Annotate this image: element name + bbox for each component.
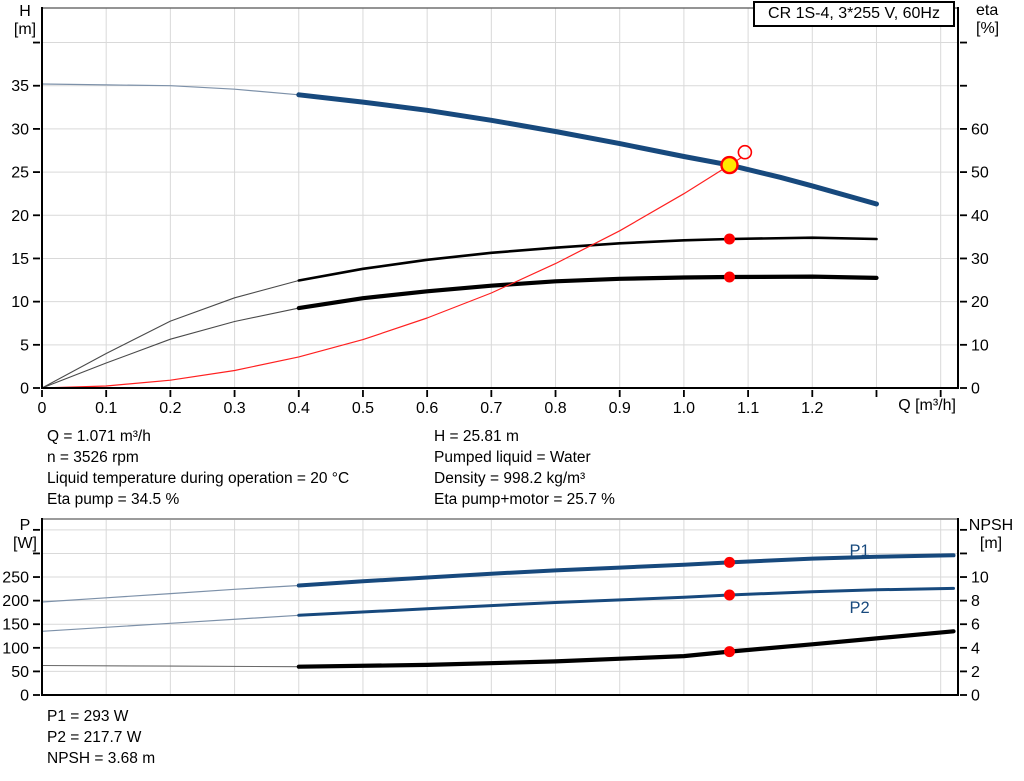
duty-point [720, 155, 739, 175]
svg-text:150: 150 [2, 617, 29, 634]
svg-text:30: 30 [11, 121, 29, 138]
npsh-axis-symbol: NPSH [968, 517, 1014, 534]
svg-text:35: 35 [11, 78, 29, 95]
info-line-pumped-liquid: Pumped liquid = Water [434, 449, 591, 466]
p2-point [723, 589, 735, 601]
info-line-eta-pump: Eta pump = 34.5 % [47, 491, 180, 508]
svg-text:60: 60 [971, 121, 989, 138]
svg-text:0.1: 0.1 [95, 400, 117, 417]
info-line-p2: P2 = 217.7 W [47, 729, 142, 746]
p-axis-unit: [W] [13, 535, 37, 552]
info-line-q: Q = 1.071 m³/h [47, 428, 151, 445]
svg-text:0.7: 0.7 [480, 400, 502, 417]
npsh-axis-unit: [m] [979, 535, 1003, 552]
svg-text:0.3: 0.3 [223, 400, 245, 417]
h-axis-symbol: H [19, 3, 31, 20]
svg-text:P2: P2 [850, 599, 870, 617]
svg-text:1.1: 1.1 [737, 400, 759, 417]
svg-text:0.6: 0.6 [416, 400, 438, 417]
svg-text:6: 6 [971, 617, 980, 634]
eta-axis-symbol: eta [976, 2, 999, 19]
svg-text:100: 100 [2, 640, 29, 657]
info-line-p1: P1 = 293 W [47, 708, 129, 725]
info-line-density: Density = 998.2 kg/m³ [434, 470, 586, 487]
p1-point [723, 556, 735, 568]
svg-text:0.4: 0.4 [288, 400, 310, 417]
pump-title-text: CR 1S-4, 3*255 V, 60Hz [768, 5, 940, 22]
info-line-speed: n = 3526 rpm [47, 449, 139, 466]
system-curve-end-point [737, 144, 753, 160]
svg-text:50: 50 [971, 165, 989, 182]
h-axis-unit: [m] [13, 21, 37, 38]
svg-text:0: 0 [38, 400, 47, 417]
eta-axis-unit: [%] [976, 20, 1000, 37]
svg-text:0: 0 [971, 381, 980, 398]
svg-text:20: 20 [971, 294, 989, 311]
npsh-point [723, 646, 735, 658]
svg-text:15: 15 [11, 251, 29, 268]
upper-left-axis-label: H [m] [6, 3, 44, 39]
pump-title-box: CR 1S-4, 3*255 V, 60Hz [753, 1, 955, 27]
svg-text:P1: P1 [850, 542, 870, 560]
svg-text:250: 250 [2, 570, 29, 587]
svg-text:50: 50 [11, 664, 29, 681]
svg-text:2: 2 [971, 664, 980, 681]
svg-text:1.0: 1.0 [673, 400, 695, 417]
operating-data-left: Q = 1.071 m³/h n = 3526 rpm Liquid tempe… [47, 426, 349, 510]
svg-text:200: 200 [2, 593, 29, 610]
eta-pump-point [723, 233, 735, 245]
lower-left-axis-label: P [W] [6, 517, 44, 553]
svg-text:20: 20 [11, 208, 29, 225]
svg-text:0.2: 0.2 [159, 400, 181, 417]
svg-text:0.8: 0.8 [544, 400, 566, 417]
svg-text:0: 0 [20, 381, 29, 398]
p-axis-symbol: P [19, 517, 31, 534]
info-line-head: H = 25.81 m [434, 428, 519, 445]
info-line-eta-total: Eta pump+motor = 25.7 % [434, 491, 615, 508]
svg-text:1.2: 1.2 [801, 400, 823, 417]
svg-text:0: 0 [20, 688, 29, 705]
svg-text:4: 4 [971, 640, 980, 657]
svg-text:0.9: 0.9 [609, 400, 631, 417]
svg-text:30: 30 [971, 251, 989, 268]
svg-text:8: 8 [971, 593, 980, 610]
info-line-npsh: NPSH = 3.68 m [47, 750, 156, 767]
svg-text:40: 40 [971, 208, 989, 225]
svg-text:10: 10 [971, 570, 989, 587]
q-axis-label: Q [m³/h] [898, 397, 956, 414]
eta-pump-motor-point [723, 271, 735, 283]
svg-text:10: 10 [11, 294, 29, 311]
svg-text:0.5: 0.5 [352, 400, 374, 417]
operating-data-right: H = 25.81 m Pumped liquid = Water Densit… [434, 426, 615, 510]
svg-text:25: 25 [11, 165, 29, 182]
upper-right-axis-label: eta [%] [976, 2, 1020, 38]
power-npsh-data: P1 = 293 W P2 = 217.7 W NPSH = 3.68 m [47, 706, 155, 769]
svg-text:0: 0 [971, 688, 980, 705]
svg-text:10: 10 [971, 337, 989, 354]
lower-right-axis-label: NPSH [m] [960, 517, 1022, 553]
info-line-liquid-temp: Liquid temperature during operation = 20… [47, 470, 350, 487]
svg-text:5: 5 [20, 337, 29, 354]
